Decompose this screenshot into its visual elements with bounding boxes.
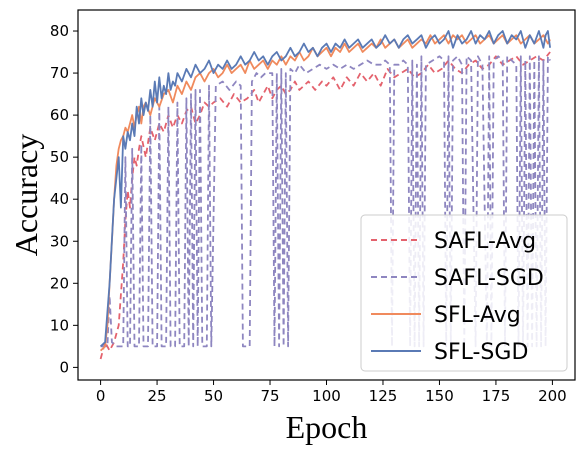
series-line-sfl-sgd	[99, 30, 551, 348]
y-tick-label: 30	[50, 232, 69, 250]
legend-box	[360, 214, 568, 372]
y-tick-label: 0	[59, 358, 69, 376]
legend-label: SAFL-SGD	[434, 266, 544, 291]
y-axis-ticks: 0 10 20 30 40 50 60 70 80	[50, 22, 78, 376]
y-tick-label: 40	[50, 190, 69, 208]
x-axis-ticks: 0 25 50 75 100 125 150 175 200	[96, 380, 567, 405]
x-tick-label: 150	[425, 387, 454, 405]
series-layer	[99, 30, 551, 360]
legend: SAFL-Avg SAFL-SGD SFL-Avg SFL-SGD	[360, 214, 568, 372]
x-tick-label: 100	[312, 387, 341, 405]
legend-label: SFL-Avg	[434, 303, 521, 328]
series-line-safl-avg	[99, 51, 551, 360]
x-tick-label: 200	[538, 387, 567, 405]
y-tick-label: 10	[50, 316, 69, 334]
y-tick-label: 60	[50, 106, 69, 124]
legend-label: SFL-SGD	[434, 340, 528, 365]
y-tick-label: 80	[50, 22, 69, 40]
y-axis-title: Accuracy	[8, 134, 44, 257]
x-tick-label: 0	[96, 387, 106, 405]
x-tick-label: 50	[204, 387, 223, 405]
x-axis-title: Epoch	[286, 409, 368, 445]
x-tick-label: 25	[148, 387, 167, 405]
x-tick-label: 125	[369, 387, 398, 405]
series-line-safl-sgd	[100, 55, 551, 348]
y-tick-label: 50	[50, 148, 69, 166]
y-tick-label: 70	[50, 64, 69, 82]
x-tick-label: 175	[482, 387, 511, 405]
y-tick-label: 20	[50, 274, 69, 292]
x-tick-label: 75	[260, 387, 279, 405]
legend-label: SAFL-Avg	[434, 229, 536, 254]
series-line-sfl-avg	[99, 34, 551, 352]
